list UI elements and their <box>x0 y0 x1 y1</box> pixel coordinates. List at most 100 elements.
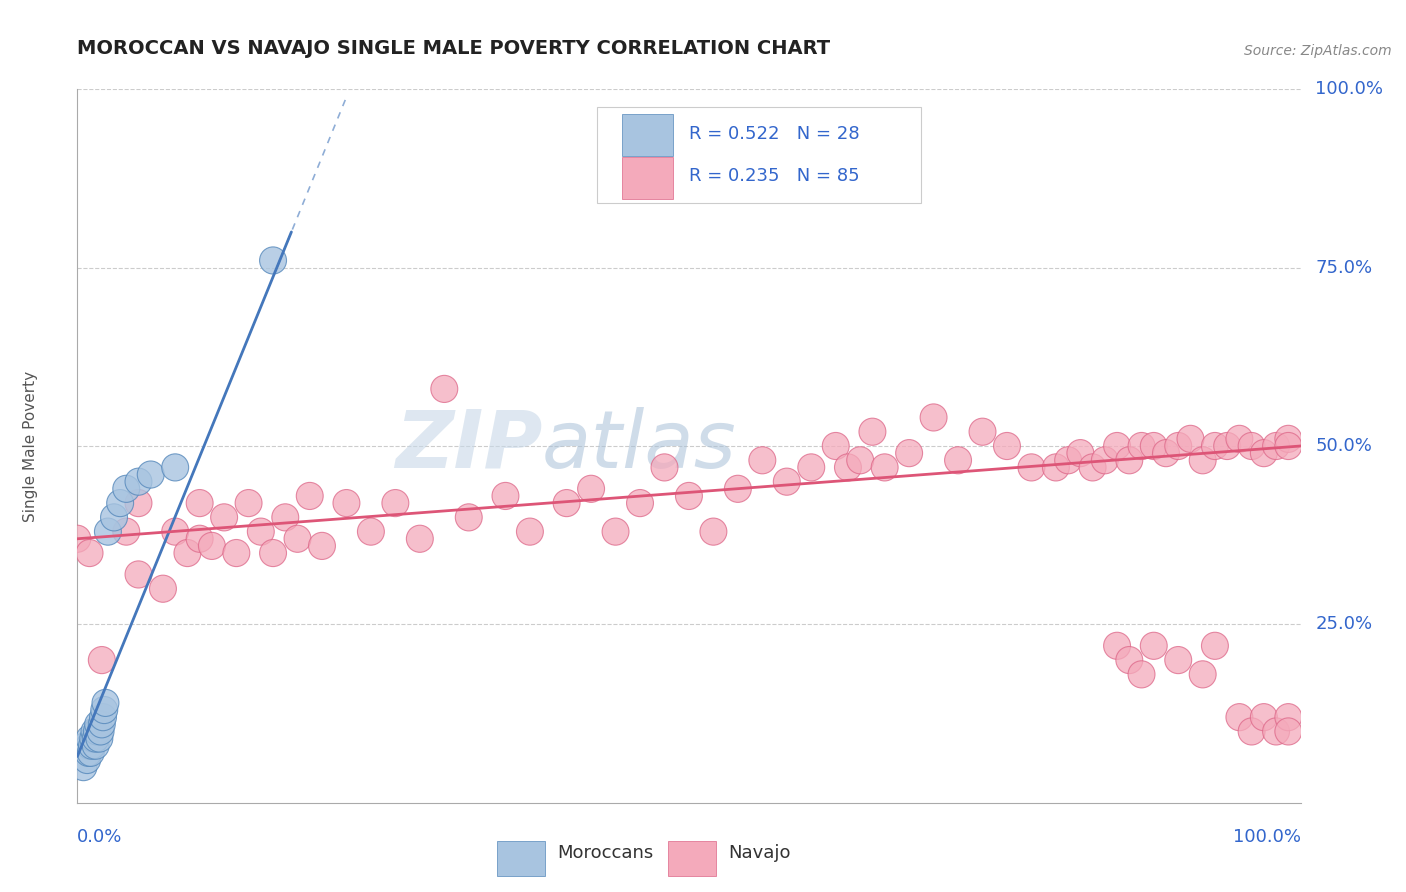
Ellipse shape <box>87 718 114 745</box>
Ellipse shape <box>553 490 581 516</box>
Ellipse shape <box>1250 704 1277 731</box>
Ellipse shape <box>271 504 298 531</box>
Ellipse shape <box>1250 440 1277 467</box>
Ellipse shape <box>1164 647 1192 673</box>
Ellipse shape <box>1239 718 1265 745</box>
Ellipse shape <box>107 490 134 516</box>
Ellipse shape <box>333 490 360 516</box>
Ellipse shape <box>969 418 995 445</box>
Ellipse shape <box>627 490 654 516</box>
Ellipse shape <box>162 518 188 545</box>
Ellipse shape <box>76 540 103 566</box>
Ellipse shape <box>1164 433 1192 459</box>
Ellipse shape <box>846 447 873 474</box>
Text: 25.0%: 25.0% <box>1315 615 1372 633</box>
Ellipse shape <box>700 518 727 545</box>
Ellipse shape <box>308 533 336 559</box>
Ellipse shape <box>1054 447 1081 474</box>
Ellipse shape <box>896 440 922 467</box>
Ellipse shape <box>260 247 287 274</box>
Ellipse shape <box>82 732 110 759</box>
Ellipse shape <box>112 475 139 502</box>
FancyBboxPatch shape <box>621 157 673 199</box>
Ellipse shape <box>186 490 214 516</box>
Text: atlas: atlas <box>543 407 737 485</box>
Ellipse shape <box>186 525 214 552</box>
Ellipse shape <box>1140 632 1167 659</box>
Ellipse shape <box>90 704 117 731</box>
Ellipse shape <box>82 725 110 752</box>
Ellipse shape <box>94 518 121 545</box>
Ellipse shape <box>235 490 262 516</box>
Ellipse shape <box>1091 447 1118 474</box>
Ellipse shape <box>77 739 104 766</box>
Ellipse shape <box>89 647 115 673</box>
Ellipse shape <box>84 711 111 738</box>
Ellipse shape <box>382 490 409 516</box>
Text: Moroccans: Moroccans <box>557 844 652 862</box>
Ellipse shape <box>1189 447 1216 474</box>
Ellipse shape <box>1128 433 1154 459</box>
Ellipse shape <box>1226 425 1253 452</box>
Ellipse shape <box>872 454 898 481</box>
Ellipse shape <box>1275 704 1302 731</box>
Text: 75.0%: 75.0% <box>1315 259 1372 277</box>
Ellipse shape <box>1140 433 1167 459</box>
Ellipse shape <box>82 718 108 745</box>
Ellipse shape <box>112 518 139 545</box>
Ellipse shape <box>73 732 100 759</box>
Ellipse shape <box>224 540 250 566</box>
Ellipse shape <box>1226 704 1253 731</box>
Ellipse shape <box>198 533 225 559</box>
Ellipse shape <box>297 483 323 509</box>
Ellipse shape <box>773 468 800 495</box>
Ellipse shape <box>63 525 91 552</box>
Ellipse shape <box>73 747 101 773</box>
Ellipse shape <box>1067 440 1094 467</box>
Ellipse shape <box>70 754 97 780</box>
Ellipse shape <box>174 540 201 566</box>
Ellipse shape <box>1116 647 1143 673</box>
Ellipse shape <box>456 504 482 531</box>
Ellipse shape <box>1189 661 1216 688</box>
Ellipse shape <box>945 447 972 474</box>
Ellipse shape <box>75 739 101 766</box>
Ellipse shape <box>138 461 165 488</box>
Ellipse shape <box>76 725 103 752</box>
Ellipse shape <box>284 525 311 552</box>
Text: R = 0.522   N = 28: R = 0.522 N = 28 <box>689 125 859 143</box>
Ellipse shape <box>76 732 103 759</box>
Ellipse shape <box>89 711 115 738</box>
Ellipse shape <box>492 483 519 509</box>
Ellipse shape <box>797 454 825 481</box>
Ellipse shape <box>260 540 287 566</box>
Ellipse shape <box>406 525 433 552</box>
Ellipse shape <box>1213 433 1240 459</box>
Ellipse shape <box>430 376 458 402</box>
Text: Navajo: Navajo <box>728 844 790 862</box>
Ellipse shape <box>1275 718 1302 745</box>
Ellipse shape <box>516 518 543 545</box>
Ellipse shape <box>357 518 384 545</box>
Ellipse shape <box>835 454 862 481</box>
FancyBboxPatch shape <box>621 114 673 156</box>
Ellipse shape <box>1018 454 1045 481</box>
FancyBboxPatch shape <box>598 107 921 203</box>
Text: MOROCCAN VS NAVAJO SINGLE MALE POVERTY CORRELATION CHART: MOROCCAN VS NAVAJO SINGLE MALE POVERTY C… <box>77 39 831 58</box>
Ellipse shape <box>578 475 605 502</box>
Ellipse shape <box>79 732 105 759</box>
Ellipse shape <box>920 404 948 431</box>
Ellipse shape <box>247 518 274 545</box>
Ellipse shape <box>83 718 110 745</box>
Ellipse shape <box>859 418 886 445</box>
Text: 100.0%: 100.0% <box>1315 80 1384 98</box>
Ellipse shape <box>162 454 188 481</box>
Ellipse shape <box>1202 632 1229 659</box>
FancyBboxPatch shape <box>668 840 716 876</box>
Ellipse shape <box>1116 447 1143 474</box>
FancyBboxPatch shape <box>496 840 544 876</box>
Text: Source: ZipAtlas.com: Source: ZipAtlas.com <box>1244 44 1392 58</box>
Text: 0.0%: 0.0% <box>77 828 122 846</box>
Ellipse shape <box>1104 433 1130 459</box>
Ellipse shape <box>1128 661 1154 688</box>
